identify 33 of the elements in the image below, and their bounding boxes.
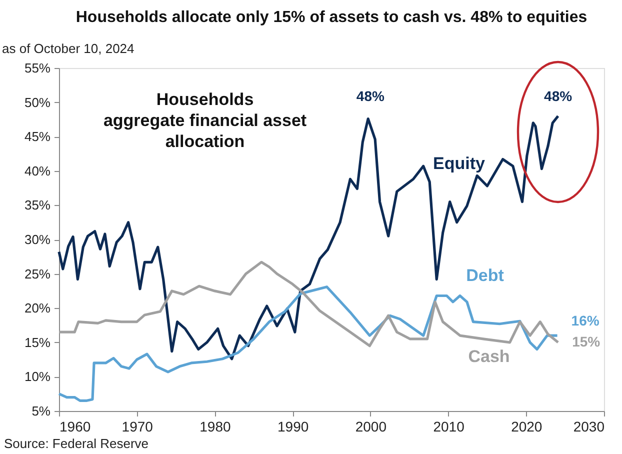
y-tick-label: 20% — [24, 300, 51, 316]
line-series — [58, 286, 559, 402]
chart-title: Households allocate only 15% of assets to cash vs. 48% to equities — [76, 9, 588, 26]
y-tick-label: 55% — [24, 60, 51, 76]
x-tick-label: 2030 — [573, 418, 605, 434]
x-tick-label: 1960 — [60, 418, 91, 434]
annotation: 16% — [571, 312, 600, 329]
y-tick-label: 25% — [24, 266, 51, 282]
x-tick-label: 1980 — [200, 418, 231, 434]
y-tick-label: 5% — [32, 404, 51, 418]
annotation: 15% — [572, 333, 601, 350]
line-series — [58, 114, 560, 360]
annotation: 48% — [356, 88, 385, 104]
annotation: Households aggregate financial asset allocation — [103, 90, 307, 151]
series-label: Debt — [466, 266, 504, 285]
y-tick-label: 15% — [24, 334, 51, 350]
chart-subtitle: as of October 10, 2024 — [2, 41, 134, 56]
y-tick-label: 10% — [24, 369, 51, 384]
line-series — [58, 260, 560, 348]
series-label: Cash — [468, 347, 510, 366]
source-note: Source: Federal Reserve — [4, 436, 149, 451]
y-tick-label: 30% — [24, 232, 51, 247]
x-tick-label: 1990 — [277, 418, 309, 434]
y-tick-label: 35% — [24, 198, 51, 213]
x-tick-label: 2020 — [511, 418, 542, 434]
x-tick-label: 2000 — [355, 418, 387, 434]
x-tick-label: 2010 — [433, 418, 465, 434]
y-tick-label: 45% — [24, 129, 51, 144]
y-tick-label: 50% — [24, 94, 51, 110]
y-tick-label: 40% — [24, 163, 51, 178]
x-tick-label: 1970 — [122, 418, 154, 434]
series-label: Equity — [433, 154, 486, 173]
annotation: 48% — [544, 88, 573, 104]
